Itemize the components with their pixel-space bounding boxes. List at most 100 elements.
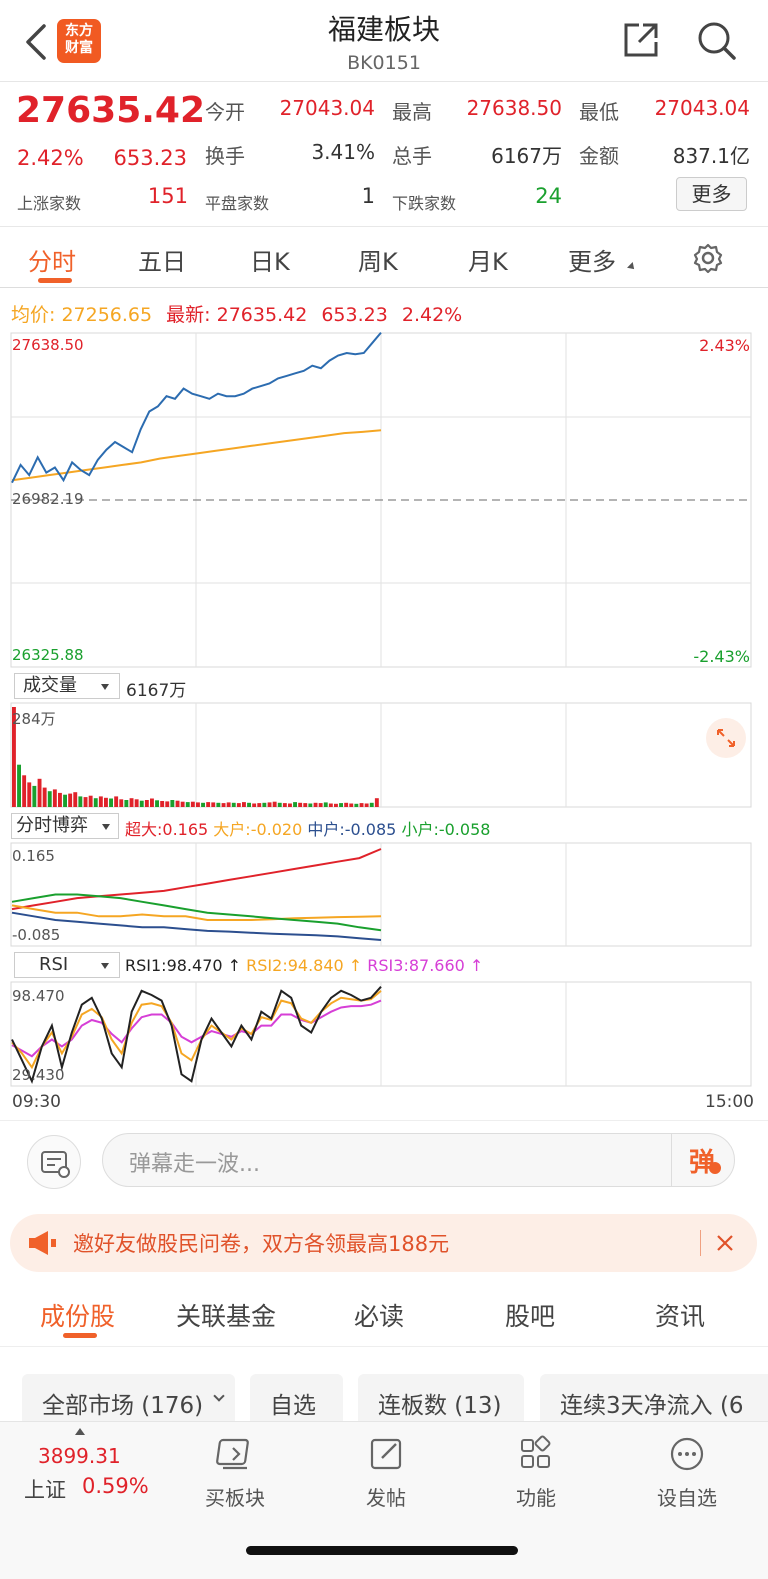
volume-bar [83, 797, 88, 807]
tab-news[interactable]: 资讯 [655, 1302, 706, 1331]
tab-five-day[interactable]: 五日 [138, 248, 186, 276]
volume-bar [354, 803, 359, 807]
open-value: 27043.04 [279, 96, 375, 120]
volume-bar [242, 802, 246, 807]
volume-selector[interactable]: 成交量 [14, 673, 120, 699]
board-code: BK0151 [347, 52, 421, 74]
legend-rsi1: RSI1:98.470 ↑ [125, 956, 242, 975]
tab-weekly-k[interactable]: 周K [358, 248, 398, 276]
expand-icon[interactable] [706, 718, 746, 758]
app-logo: 东方财富 [57, 19, 101, 63]
tab-monthly-k[interactable]: 月K [468, 248, 508, 276]
volume-bar [252, 803, 257, 807]
rsi-top-label: 98.470 [12, 987, 65, 1005]
filter-all-market[interactable]: 全部市场 (176) [22, 1374, 235, 1422]
nav-buy-board[interactable]: 买板块 [175, 1434, 295, 1511]
dropdown-arrow-icon [101, 963, 109, 969]
promo-banner[interactable]: 邀好友做股民问卷，双方各领最高188元 [10, 1214, 757, 1272]
pct-bottom-label: -2.43% [693, 647, 750, 666]
search-icon[interactable] [696, 20, 738, 62]
nav-functions-label: 功能 [516, 1486, 556, 1510]
index-value[interactable]: 3899.31 [38, 1444, 121, 1468]
comment-list-icon[interactable] [27, 1135, 81, 1189]
danmu-button[interactable]: 弹 [689, 1148, 716, 1178]
banner-divider [700, 1230, 701, 1256]
volume-bar [359, 803, 364, 807]
volume-bar [175, 800, 180, 807]
volume-total: 6167万 [126, 681, 187, 701]
latest-label: 最新: [166, 304, 211, 326]
back-icon[interactable] [20, 22, 52, 62]
volume-bar [298, 802, 303, 807]
logo-text: 东方财富 [65, 23, 93, 56]
volume-bar [78, 796, 83, 807]
turnover-label: 换手 [205, 144, 245, 168]
volume-bar [201, 802, 205, 807]
high-value: 27638.50 [466, 96, 562, 120]
edit-icon [370, 1438, 402, 1470]
time-axis-end: 15:00 [705, 1092, 754, 1112]
volume-bar [303, 803, 308, 807]
flat-count: 1 [361, 184, 375, 208]
nav-post[interactable]: 发帖 [326, 1434, 446, 1511]
tab-guba[interactable]: 股吧 [505, 1302, 556, 1331]
rsi-selector[interactable]: RSI [14, 952, 120, 978]
flat-count-label: 平盘家数 [205, 194, 270, 213]
bojue-legend: 超大:0.165 大户:-0.020 中户:-0.085 小户:-0.058 [125, 816, 490, 840]
volume-bar [170, 800, 175, 807]
filter-limit-up-count[interactable]: 连板数 (13) [358, 1374, 524, 1422]
bojue-selector[interactable]: 分时博弈 [11, 813, 119, 839]
latest-pct: 2.42% [401, 304, 463, 326]
nav-functions[interactable]: 功能 [476, 1434, 596, 1511]
intraday-chart-area: 均价: 27256.65 最新: 27635.42 653.23 2.42% 2… [0, 290, 768, 1120]
comment-bar: 弹幕走一波... 弹 [0, 1120, 768, 1204]
tab-intraday[interactable]: 分时 [28, 248, 76, 276]
volume-value: 6167万 [491, 144, 562, 168]
quote-summary: 27635.42 2.42% 653.23 今开 27043.04 最高 276… [0, 82, 768, 227]
volume-bar [318, 803, 323, 807]
volume-bar [211, 802, 216, 807]
volume-bar [328, 803, 333, 807]
tab-related-funds[interactable]: 关联基金 [176, 1302, 277, 1331]
bottom-nav: 3899.31 上证 0.59% 买板块 发帖 功能 设自选 [0, 1421, 768, 1579]
volume-bar [364, 803, 369, 807]
index-pct: 0.59% [82, 1474, 149, 1498]
chart-canvas[interactable] [0, 290, 768, 1120]
filter-watchlist[interactable]: 自选 [250, 1374, 343, 1422]
volume-bar [308, 803, 313, 807]
amount-value: 837.1亿 [672, 144, 750, 168]
volume-bar [262, 802, 267, 807]
up-count: 151 [147, 184, 188, 208]
filter-net-inflow[interactable]: 连续3天净流入 (6 [540, 1374, 768, 1422]
volume-bar [17, 764, 21, 807]
bojue-top-label: 0.165 [12, 847, 55, 865]
settings-gear-icon[interactable] [692, 242, 724, 274]
volume-max-label: 284万 [12, 710, 56, 728]
volume-bar [165, 801, 170, 807]
close-icon[interactable] [714, 1232, 736, 1254]
tab-daily-k[interactable]: 日K [250, 248, 290, 276]
index-up-arrow-icon [75, 1428, 85, 1435]
danmu-input[interactable]: 弹幕走一波... 弹 [102, 1133, 735, 1187]
bojue-line-中户 [11, 911, 382, 941]
volume-bar [73, 792, 78, 807]
tab-must-read[interactable]: 必读 [354, 1302, 405, 1331]
volume-selector-label: 成交量 [23, 675, 77, 696]
more-button[interactable]: 更多 [676, 177, 747, 211]
volume-bar [247, 802, 251, 807]
volume-bar [226, 802, 231, 807]
volume-bar [231, 802, 236, 807]
volume-bar [221, 803, 226, 807]
volume-bar [144, 800, 149, 807]
share-icon[interactable] [621, 20, 661, 60]
tab-constituents[interactable]: 成份股 [40, 1302, 116, 1331]
volume-bar [68, 793, 73, 807]
nav-add-watchlist[interactable]: 设自选 [627, 1434, 747, 1511]
bojue-bottom-label: -0.085 [12, 926, 61, 944]
price-bottom-label: 26325.88 [12, 646, 84, 664]
volume-bar [216, 802, 221, 807]
tab-more[interactable]: 更多 [568, 248, 616, 276]
top-bar: 东方财富 福建板块 BK0151 [0, 0, 768, 82]
volume-bar [374, 798, 379, 807]
filter-all-market-label: 全部市场 (176) [42, 1393, 204, 1419]
